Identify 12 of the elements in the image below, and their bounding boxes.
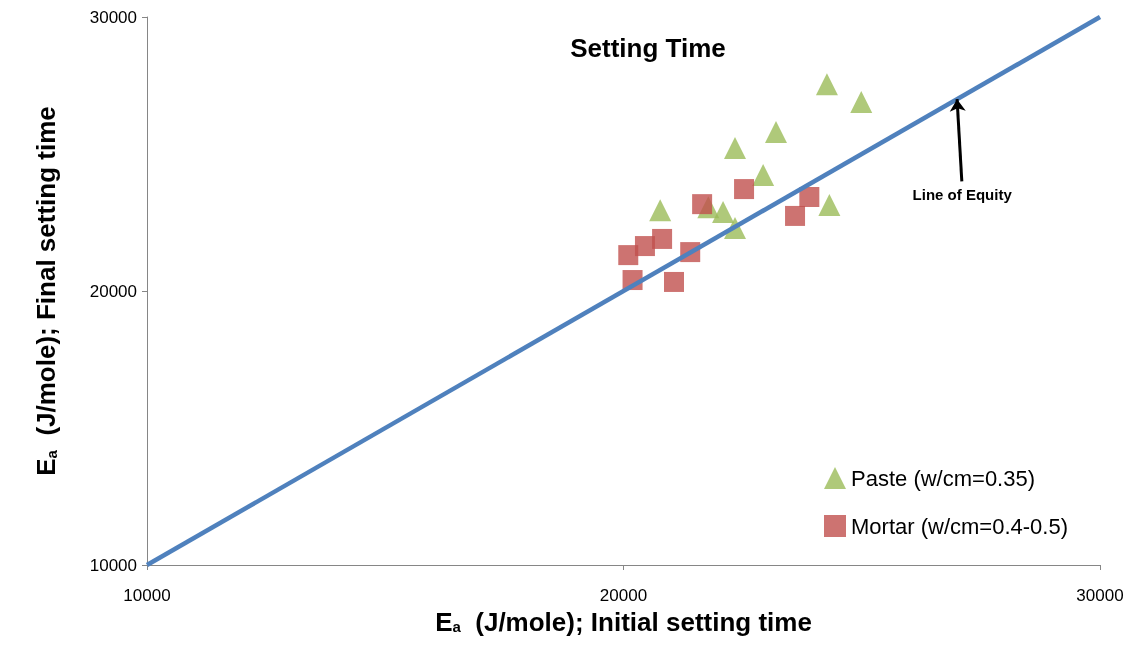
y-tick-label: 20000: [89, 281, 137, 301]
x-tick-label: 10000: [123, 586, 171, 605]
x-tick-label: 30000: [1076, 586, 1124, 605]
y-tick-label: 10000: [89, 555, 137, 575]
x-tick-label: 20000: [599, 586, 648, 605]
y-axis-title: Ea (J/mole); Final setting time: [31, 106, 61, 476]
y-tick-label: 30000: [89, 7, 137, 27]
x-axis-title: Ea (J/mole); Initial setting time: [435, 606, 812, 637]
annotation: Line of Equity: [912, 186, 1013, 204]
text: Setting Time: [570, 33, 726, 63]
legend-label: Paste (w/cm=0.35): [851, 465, 1036, 491]
legend-label: Mortar (w/cm=0.4-0.5): [851, 513, 1069, 539]
